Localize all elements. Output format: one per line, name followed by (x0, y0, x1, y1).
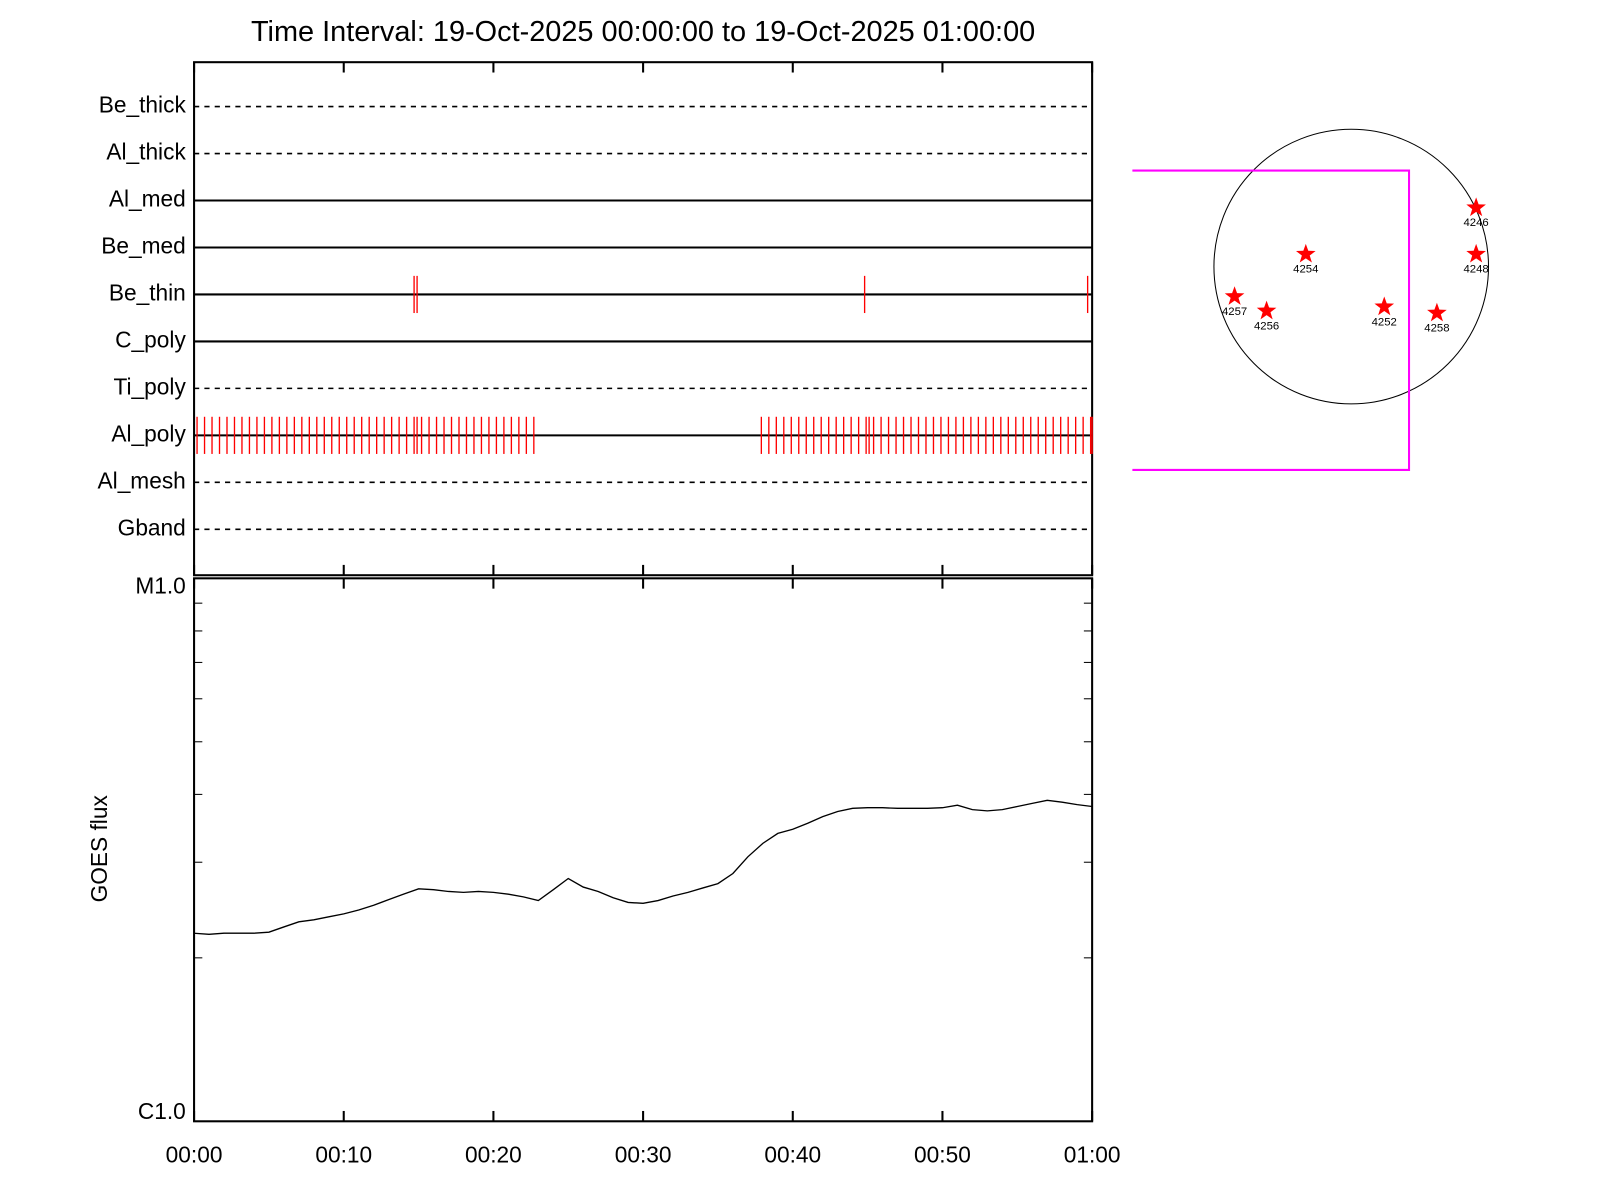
row-label: Be_thick (99, 92, 187, 118)
x-tick-label: 00:10 (315, 1141, 372, 1167)
region-marker (1296, 243, 1316, 263)
x-tick-label: 00:50 (914, 1141, 971, 1167)
x-tick-label: 00:30 (615, 1141, 672, 1167)
region-marker (1427, 302, 1447, 322)
x-tick-label: 00:40 (764, 1141, 821, 1167)
x-tick-label: 00:00 (166, 1141, 223, 1167)
y-tick-label: C1.0 (138, 1098, 186, 1124)
row-label: Al_med (109, 186, 186, 212)
region-marker (1466, 197, 1486, 217)
chart-title: Time Interval: 19-Oct-2025 00:00:00 to 1… (251, 16, 1035, 48)
region-label: 4256 (1254, 320, 1279, 332)
region-marker (1224, 286, 1245, 305)
row-label: Gband (118, 514, 186, 540)
row-label: Al_mesh (98, 467, 186, 493)
region-label: 4248 (1464, 264, 1489, 276)
region-label: 4258 (1424, 323, 1449, 335)
y-axis-label: GOES flux (86, 795, 112, 903)
row-label: Be_thin (109, 279, 186, 305)
sun-map: 4246 4248 4254 4257 4256 4252 4258 (1132, 128, 1490, 471)
region-label: 4246 (1464, 217, 1489, 229)
row-label: Al_thick (106, 139, 186, 165)
timeline-frame (193, 61, 1094, 577)
flux-frame (193, 577, 1094, 1123)
x-tick-label: 01:00 (1064, 1141, 1121, 1167)
region-label: 4257 (1222, 306, 1247, 318)
region-marker (1374, 296, 1395, 316)
field-of-view (1132, 169, 1411, 471)
row-label: Be_med (101, 232, 186, 258)
region-label: 4252 (1372, 316, 1397, 328)
region-marker (1466, 243, 1486, 263)
row-label: C_poly (115, 326, 186, 352)
flux-line (194, 799, 1093, 935)
x-tick-label: 00:20 (465, 1141, 522, 1167)
row-label: Al_poly (111, 420, 186, 446)
region-marker (1256, 300, 1277, 320)
y-tick-label: M1.0 (135, 573, 185, 599)
row-label: Ti_poly (114, 373, 187, 399)
region-label: 4254 (1293, 264, 1318, 276)
solar-disk (1213, 128, 1490, 405)
